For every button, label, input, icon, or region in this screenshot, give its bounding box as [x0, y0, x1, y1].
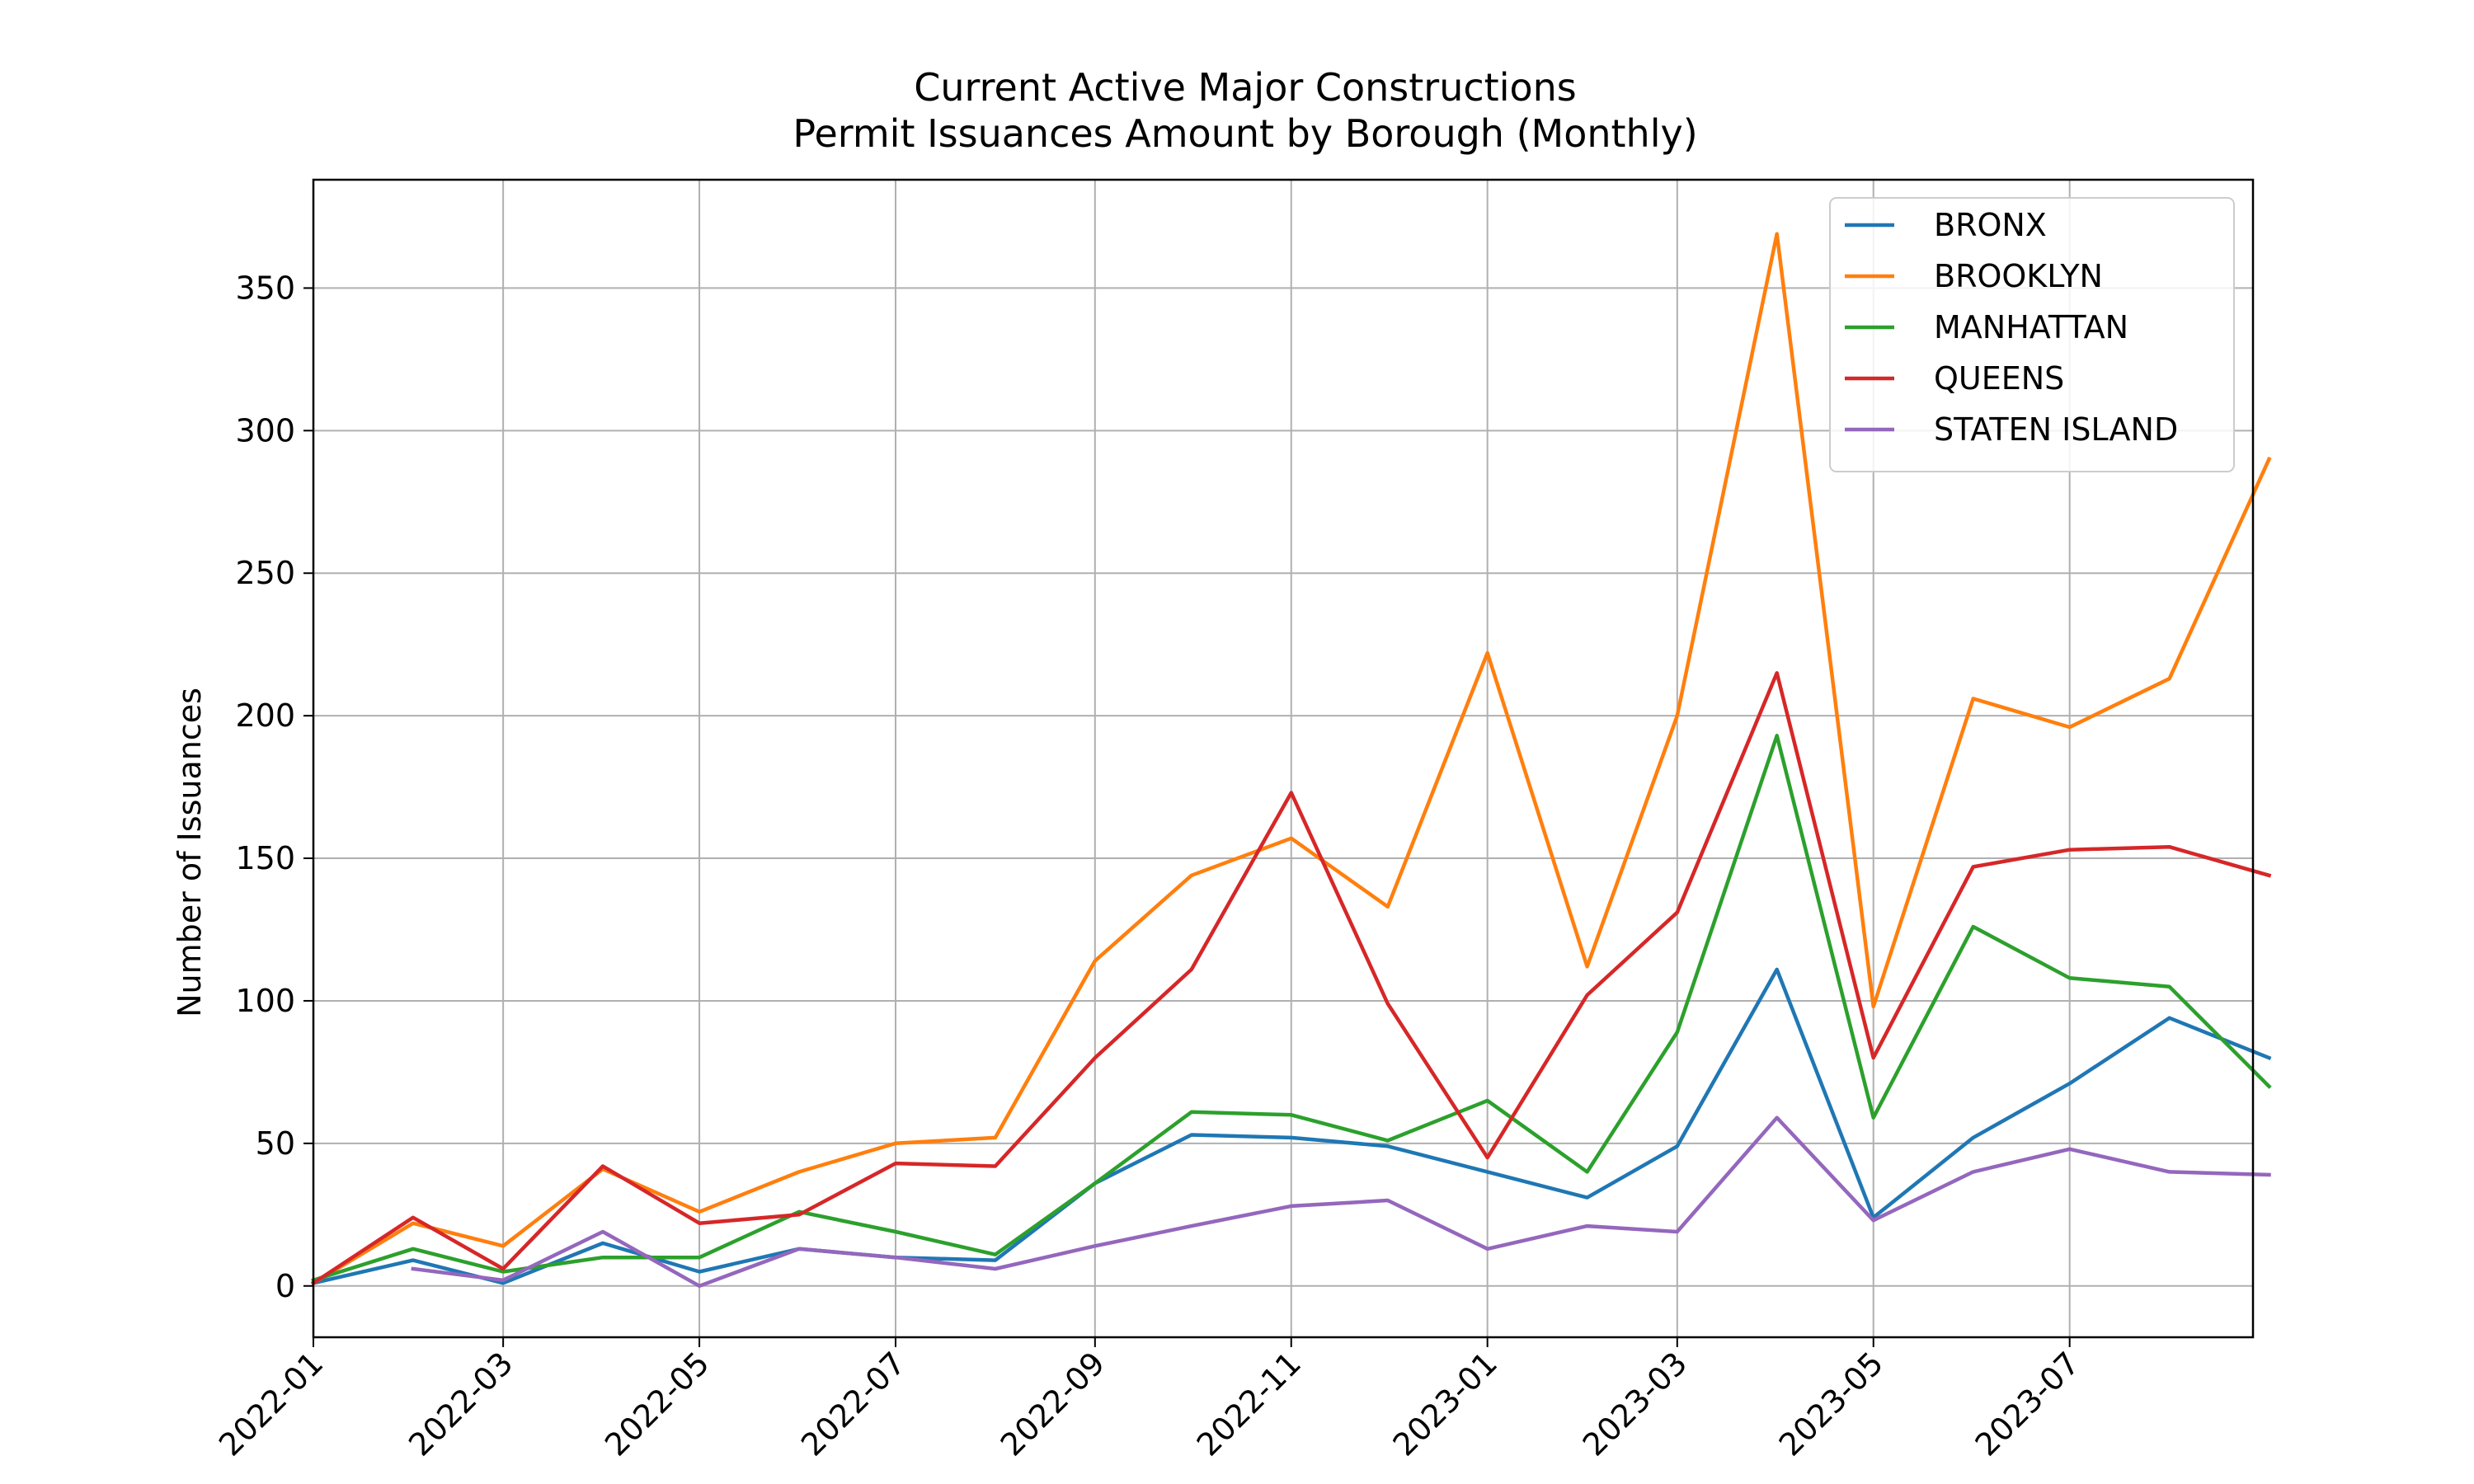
- y-axis-ticks: 0 50 100 150 200 250 300 350: [235, 270, 313, 1304]
- series-staten-island: [411, 1115, 2271, 1289]
- legend-item: STATEN ISLAND: [1845, 411, 2178, 448]
- x-tick-label: 2022-07: [794, 1345, 912, 1463]
- y-tick-label: 350: [235, 270, 295, 306]
- legend-item: BROOKLYN: [1845, 258, 2103, 294]
- series-line: [411, 1115, 2271, 1289]
- series-line: [311, 967, 2272, 1285]
- legend-item: BRONX: [1845, 207, 2047, 243]
- series-bronx: [311, 967, 2272, 1285]
- x-tick-label: 2023-05: [1772, 1345, 1890, 1463]
- y-tick-label: 200: [235, 697, 295, 734]
- y-tick-label: 100: [235, 983, 295, 1019]
- y-tick-label: 150: [235, 840, 295, 876]
- y-tick-label: 250: [235, 555, 295, 591]
- plot-frame: [312, 178, 2255, 1339]
- chart-title: Current Active Major Constructions: [914, 65, 1577, 110]
- chart-subtitle: Permit Issuances Amount by Borough (Mont…: [793, 111, 1697, 156]
- series-manhattan: [311, 734, 2272, 1283]
- x-tick-label: 2022-03: [402, 1345, 520, 1463]
- legend-label: QUEENS: [1934, 360, 2064, 397]
- x-tick-label: 2022-01: [212, 1345, 330, 1463]
- legend-label: BROOKLYN: [1934, 258, 2103, 294]
- legend-label: BRONX: [1934, 207, 2047, 243]
- legend-item: QUEENS: [1845, 360, 2064, 397]
- y-tick-label: 0: [275, 1268, 295, 1304]
- x-tick-label: 2022-11: [1190, 1345, 1308, 1463]
- series-lines: [310, 232, 2272, 1289]
- legend: BRONX BROOKLYN MANHATTAN QUEENS STATEN ISLAN…: [1829, 197, 2235, 472]
- grid: [313, 180, 2253, 1337]
- legend-label: STATEN ISLAND: [1934, 411, 2178, 448]
- y-tick-label: 50: [256, 1125, 295, 1162]
- series-line: [310, 671, 2272, 1286]
- x-tick-label: 2023-07: [1968, 1345, 2086, 1463]
- legend-item: MANHATTAN: [1845, 309, 2128, 345]
- series-queens: [310, 671, 2272, 1286]
- x-tick-label: 2022-05: [598, 1345, 716, 1463]
- legend-label: MANHATTAN: [1934, 309, 2128, 345]
- x-tick-label: 2023-03: [1576, 1345, 1694, 1463]
- x-axis-ticks: 2022-01 2022-03 2022-05 2022-07 2022-09 2022-…: [212, 1337, 2086, 1463]
- y-tick-label: 300: [235, 412, 295, 448]
- y-axis-label: Number of Issuances: [172, 688, 208, 1017]
- x-tick-label: 2023-01: [1386, 1345, 1504, 1463]
- series-line: [311, 734, 2272, 1283]
- x-tick-label: 2022-09: [994, 1345, 1112, 1463]
- legend-box: [1829, 197, 2235, 472]
